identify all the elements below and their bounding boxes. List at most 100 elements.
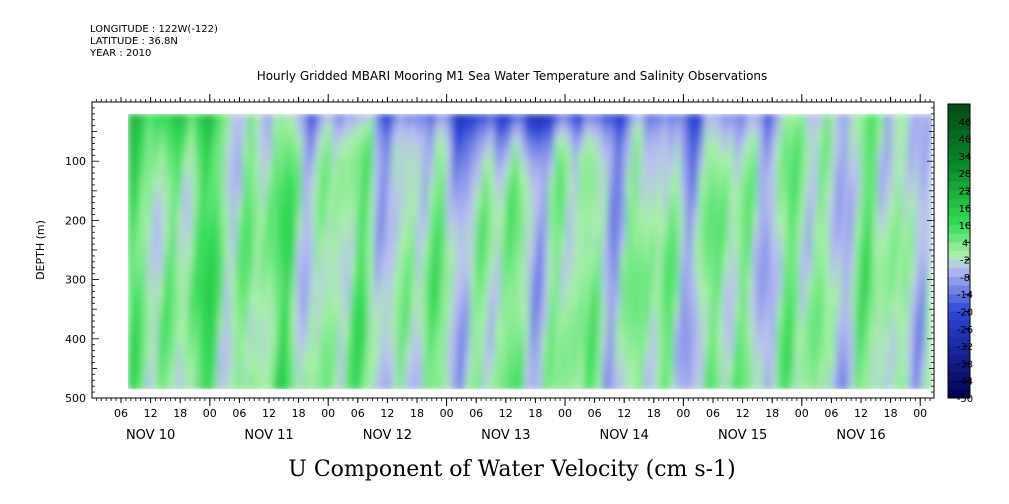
heat-cell bbox=[284, 167, 291, 175]
heat-cell bbox=[698, 305, 705, 313]
heat-cell bbox=[236, 191, 243, 199]
heat-cell bbox=[902, 113, 909, 121]
heat-cell bbox=[662, 293, 669, 301]
heat-cell bbox=[410, 239, 417, 247]
heat-cell bbox=[686, 311, 693, 319]
heat-cell bbox=[602, 293, 609, 301]
heat-cell bbox=[890, 215, 897, 223]
heat-cell bbox=[434, 143, 441, 151]
heat-cell bbox=[902, 317, 909, 325]
heat-cell bbox=[200, 215, 207, 223]
heat-cell bbox=[632, 251, 639, 259]
heat-cell bbox=[416, 131, 423, 139]
heat-cell bbox=[260, 299, 267, 307]
heat-cell bbox=[596, 275, 603, 283]
heat-cell bbox=[632, 209, 639, 217]
heat-cell bbox=[836, 311, 843, 319]
heat-cell bbox=[602, 233, 609, 241]
heat-cell bbox=[428, 281, 435, 289]
heat-cell bbox=[638, 311, 645, 319]
heat-cell bbox=[266, 335, 273, 343]
heat-cell bbox=[686, 131, 693, 139]
heat-cell bbox=[152, 299, 159, 307]
heat-cell bbox=[656, 299, 663, 307]
heat-cell bbox=[326, 323, 333, 331]
heat-cell bbox=[764, 203, 771, 211]
heat-cell bbox=[134, 137, 141, 145]
heat-cell bbox=[674, 275, 681, 283]
heat-cell bbox=[248, 179, 255, 187]
heat-cell bbox=[140, 263, 147, 271]
heat-cell bbox=[680, 221, 687, 229]
heat-cell bbox=[704, 173, 711, 181]
heat-cell bbox=[776, 209, 783, 217]
heat-cell bbox=[308, 197, 315, 205]
heat-cell bbox=[434, 203, 441, 211]
heat-cell bbox=[914, 317, 921, 325]
heat-cell bbox=[632, 113, 639, 121]
heat-cell bbox=[482, 275, 489, 283]
heat-cell bbox=[416, 125, 423, 133]
heat-cell bbox=[212, 215, 219, 223]
heat-cell bbox=[890, 269, 897, 277]
heat-cell bbox=[176, 221, 183, 229]
heat-cell bbox=[590, 251, 597, 259]
heat-cell bbox=[644, 299, 651, 307]
heat-cell bbox=[392, 131, 399, 139]
heat-cell bbox=[632, 311, 639, 319]
heat-cell bbox=[926, 203, 932, 211]
heat-cell bbox=[722, 275, 729, 283]
heat-cell bbox=[134, 197, 141, 205]
heat-cell bbox=[206, 239, 213, 247]
heat-cell bbox=[374, 239, 381, 247]
heat-cell bbox=[164, 113, 171, 121]
heat-cell bbox=[782, 317, 789, 325]
heat-cell bbox=[422, 203, 429, 211]
heat-cell bbox=[920, 293, 927, 301]
heat-cell bbox=[698, 281, 705, 289]
heat-cell bbox=[692, 293, 699, 301]
heat-cell bbox=[704, 125, 711, 133]
heat-cell bbox=[482, 173, 489, 181]
heat-cell bbox=[434, 131, 441, 139]
heat-cell bbox=[776, 185, 783, 193]
heat-cell bbox=[902, 149, 909, 157]
heat-cell bbox=[398, 167, 405, 175]
heat-cell bbox=[866, 197, 873, 205]
heat-cell bbox=[872, 275, 879, 283]
heat-cell bbox=[254, 155, 261, 163]
heat-cell bbox=[896, 293, 903, 301]
heat-cell bbox=[740, 269, 747, 277]
heat-cell bbox=[350, 227, 357, 235]
heat-cell bbox=[512, 221, 519, 229]
heat-cell bbox=[374, 161, 381, 169]
heat-cell bbox=[242, 173, 249, 181]
heat-cell bbox=[188, 143, 195, 151]
heat-cell bbox=[530, 269, 537, 277]
heat-cell bbox=[266, 311, 273, 319]
heat-cell bbox=[380, 203, 387, 211]
heat-cell bbox=[518, 167, 525, 175]
heat-cell bbox=[404, 323, 411, 331]
heat-cell bbox=[218, 185, 225, 193]
heat-cell bbox=[734, 311, 741, 319]
heat-cell bbox=[182, 335, 189, 343]
heat-cell bbox=[476, 203, 483, 211]
heat-cell bbox=[854, 215, 861, 223]
heat-cell bbox=[182, 203, 189, 211]
heat-cell bbox=[398, 257, 405, 265]
heat-cell bbox=[692, 245, 699, 253]
heat-cell bbox=[548, 311, 555, 319]
heat-cell bbox=[218, 203, 225, 211]
heat-cell bbox=[272, 155, 279, 163]
heat-cell bbox=[302, 281, 309, 289]
heat-cell bbox=[704, 263, 711, 271]
heat-cell bbox=[146, 305, 153, 313]
heat-cell bbox=[194, 197, 201, 205]
heat-cell bbox=[356, 293, 363, 301]
heat-cell bbox=[374, 215, 381, 223]
heat-cell bbox=[650, 275, 657, 283]
heat-cell bbox=[704, 299, 711, 307]
heat-cell bbox=[266, 287, 273, 295]
heat-cell bbox=[518, 143, 525, 151]
